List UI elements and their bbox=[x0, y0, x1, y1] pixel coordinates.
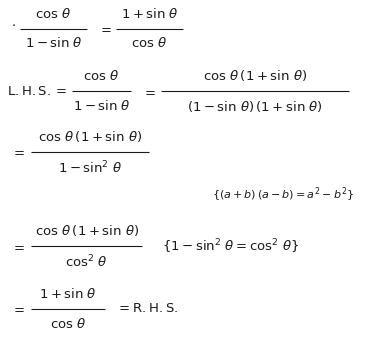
Text: $\mathrm{L.H.S.}=$: $\mathrm{L.H.S.}=$ bbox=[7, 85, 67, 97]
Text: $1-\sin\,\theta$: $1-\sin\,\theta$ bbox=[25, 36, 82, 50]
Text: $=$: $=$ bbox=[98, 22, 112, 35]
Text: $\cos\,\theta\,(1+\sin\,\theta)$: $\cos\,\theta\,(1+\sin\,\theta)$ bbox=[35, 223, 139, 238]
Text: $\cos\,\theta\,(1+\sin\,\theta)$: $\cos\,\theta\,(1+\sin\,\theta)$ bbox=[203, 68, 307, 83]
Text: $=\mathrm{R.H.S.}$: $=\mathrm{R.H.S.}$ bbox=[116, 302, 179, 315]
Text: $=$: $=$ bbox=[11, 302, 25, 315]
Text: $\cos\,\theta\,(1+\sin\,\theta)$: $\cos\,\theta\,(1+\sin\,\theta)$ bbox=[38, 129, 142, 144]
Text: $(1-\sin\,\theta)\,(1+\sin\,\theta)$: $(1-\sin\,\theta)\,(1+\sin\,\theta)$ bbox=[187, 99, 323, 114]
Text: $\cos\,\theta$: $\cos\,\theta$ bbox=[83, 69, 120, 83]
Text: $\{(a+b)\,(a-b)=a^{2}-b^{2}\}$: $\{(a+b)\,(a-b)=a^{2}-b^{2}\}$ bbox=[212, 185, 354, 204]
Text: $=$: $=$ bbox=[11, 240, 25, 253]
Text: $1+\sin\,\theta$: $1+\sin\,\theta$ bbox=[121, 7, 178, 21]
Text: $=$: $=$ bbox=[142, 85, 156, 97]
Text: $1+\sin\,\theta$: $1+\sin\,\theta$ bbox=[39, 287, 97, 301]
Text: $\cdot$: $\cdot$ bbox=[11, 19, 16, 31]
Text: $=$: $=$ bbox=[11, 145, 25, 158]
Text: $\cos\,\theta$: $\cos\,\theta$ bbox=[131, 36, 168, 50]
Text: $\{1-\sin^{2}\,\theta=\cos^{2}\,\theta\}$: $\{1-\sin^{2}\,\theta=\cos^{2}\,\theta\}… bbox=[162, 237, 300, 256]
Text: $1-\sin\,\theta$: $1-\sin\,\theta$ bbox=[73, 99, 130, 113]
Text: $\cos\,\theta$: $\cos\,\theta$ bbox=[50, 317, 86, 331]
Text: $1-\sin^{2}\,\theta$: $1-\sin^{2}\,\theta$ bbox=[58, 160, 123, 176]
Text: $\cos^{2}\,\theta$: $\cos^{2}\,\theta$ bbox=[65, 254, 108, 271]
Text: $\cos\,\theta$: $\cos\,\theta$ bbox=[35, 7, 72, 21]
